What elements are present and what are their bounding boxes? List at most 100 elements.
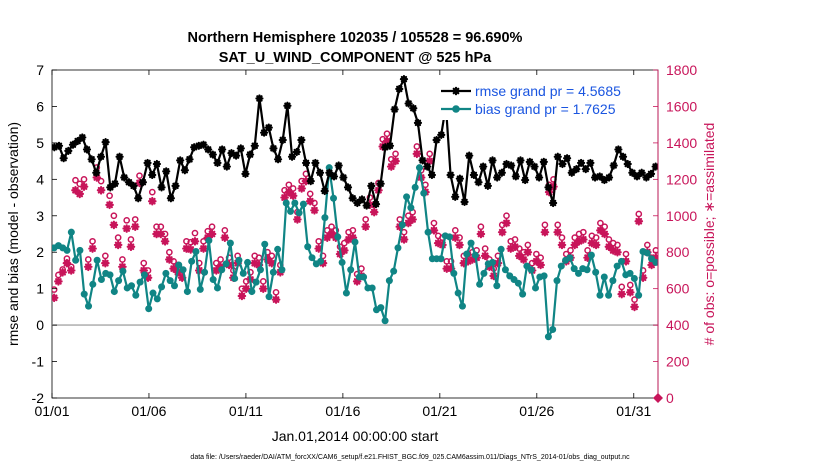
obs-possible-point xyxy=(635,210,643,218)
rmse-point xyxy=(87,155,96,164)
obs-assimilated-point xyxy=(310,206,319,215)
bias-point xyxy=(583,266,591,274)
y-tick-label: 2 xyxy=(36,244,44,260)
obs-possible-point xyxy=(127,236,135,243)
bias-point xyxy=(317,257,325,265)
rmse-point xyxy=(180,166,189,175)
rmse-point xyxy=(166,194,175,203)
rmse-point xyxy=(199,140,208,149)
rmse-point xyxy=(78,133,87,142)
obs-possible-point xyxy=(106,192,113,200)
y2-tick-label: 200 xyxy=(666,354,690,370)
x-tick-label: 01/01 xyxy=(34,403,69,419)
y-tick-label: 0 xyxy=(36,317,44,333)
obs-possible-point xyxy=(157,223,165,231)
bias-point xyxy=(175,261,183,269)
bias-point xyxy=(119,267,127,275)
legend-rmse-label: rmse grand pr = 4.5685 xyxy=(475,83,621,99)
rmse-point xyxy=(525,157,534,166)
bias-point xyxy=(557,262,565,270)
rmse-point xyxy=(204,145,213,154)
y-tick-label: 3 xyxy=(36,208,44,224)
bias-point xyxy=(385,277,393,285)
obs-possible-point xyxy=(259,278,267,285)
obs-assimilated-point xyxy=(617,289,627,299)
rmse-point xyxy=(511,172,520,181)
rmse-point xyxy=(521,175,530,185)
obs-assimilated-point xyxy=(369,207,379,217)
obs-assimilated-point xyxy=(122,224,131,233)
rmse-point xyxy=(260,128,269,137)
obs-possible-point xyxy=(503,212,510,220)
rmse-point xyxy=(59,154,68,163)
obs-possible-point xyxy=(123,216,131,224)
obs-possible-point xyxy=(614,241,621,249)
obs-possible-point xyxy=(524,241,532,249)
rmse-point xyxy=(213,158,222,168)
y-tick-label: -2 xyxy=(32,390,45,406)
obs-possible-point xyxy=(340,239,348,247)
bias-point xyxy=(325,164,333,172)
bias-point xyxy=(334,233,342,241)
obs-possible-point xyxy=(597,219,604,227)
bias-point xyxy=(231,274,239,282)
bias-point xyxy=(566,254,574,262)
bias-point xyxy=(89,280,97,288)
y2-tick-label: 1000 xyxy=(666,208,697,224)
rmse-point xyxy=(339,173,348,182)
obs-assimilated-point xyxy=(600,229,609,239)
obs-possible-point xyxy=(131,216,139,223)
rmse-point xyxy=(250,141,259,150)
obs-assimilated-point xyxy=(52,293,59,303)
rmse-point xyxy=(623,159,632,169)
obs-possible-point xyxy=(584,247,591,254)
obs-possible-point xyxy=(110,212,118,220)
rmse-point xyxy=(334,161,343,170)
obs-assimilated-point xyxy=(199,244,208,253)
rmse-point xyxy=(567,168,576,177)
bias-point xyxy=(304,243,312,251)
obs-possible-point xyxy=(511,236,519,243)
bias-point xyxy=(643,249,651,257)
rmse-point xyxy=(553,152,562,161)
bias-point xyxy=(252,278,260,286)
x-tick-label: 01/11 xyxy=(229,403,263,419)
obs-assimilated-point xyxy=(391,156,400,166)
y2-axis-label: # of obs: o=possible; ∗=assimilated xyxy=(701,123,717,346)
rmse-point xyxy=(353,198,362,208)
obs-possible-point xyxy=(541,221,549,229)
obs-possible-point xyxy=(328,223,335,231)
rmse-point xyxy=(315,168,325,177)
bias-point xyxy=(145,305,153,313)
rmse-point xyxy=(646,169,656,178)
bias-point xyxy=(209,276,217,284)
bias-point xyxy=(574,269,582,277)
bias-point xyxy=(368,284,376,292)
bias-point xyxy=(274,245,282,253)
obs-possible-point xyxy=(404,212,412,220)
rmse-point xyxy=(236,144,245,153)
obs-assimilated-point xyxy=(625,288,635,297)
rmse-point xyxy=(637,168,646,177)
y-tick-label: 1 xyxy=(36,281,44,297)
bias-point xyxy=(600,273,608,281)
rmse-point xyxy=(479,162,488,171)
rmse-point xyxy=(497,168,506,177)
rmse-point xyxy=(101,138,110,147)
rmse-point xyxy=(488,156,497,165)
obs-possible-point xyxy=(481,245,489,252)
obs-assimilated-point xyxy=(579,235,588,244)
bias-point xyxy=(454,289,462,297)
bias-point xyxy=(626,269,634,277)
bias-point xyxy=(635,291,643,299)
rmse-point xyxy=(152,159,161,169)
bias-point xyxy=(532,284,540,292)
obs-possible-point xyxy=(285,181,293,189)
bias-point xyxy=(261,240,269,248)
bias-point xyxy=(192,247,200,255)
obs-assimilated-point xyxy=(165,255,174,264)
obs-assimilated-point xyxy=(557,240,567,250)
bias-point xyxy=(458,302,466,310)
obs-possible-point xyxy=(533,250,540,258)
rmse-point xyxy=(595,172,604,181)
